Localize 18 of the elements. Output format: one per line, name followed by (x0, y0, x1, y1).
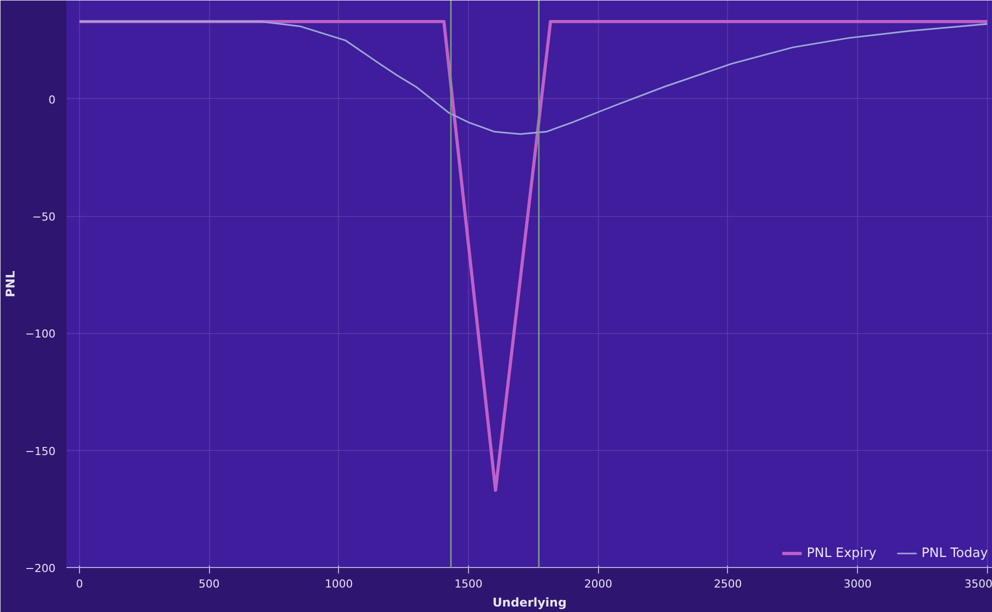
y-tick-label: −200 (25, 562, 56, 575)
x-tick-label: 2500 (714, 578, 742, 590)
y-tick-label: −50 (32, 210, 56, 224)
x-tick-label: 2000 (584, 578, 612, 590)
x-tick-label: 0 (76, 578, 83, 590)
y-axis-title: PNL (3, 270, 18, 298)
y-tick-label: −100 (25, 328, 56, 341)
x-tick-label: 1500 (454, 578, 483, 590)
x-tick-label: 3000 (844, 578, 872, 590)
x-tick-label: 1000 (324, 578, 353, 590)
x-axis-title: Underlying (492, 596, 567, 610)
legend-label: PNL Today (921, 546, 988, 560)
y-tick-label: −150 (25, 444, 56, 458)
legend-label: PNL Expiry (806, 546, 876, 560)
line-series (78, 20, 988, 135)
y-tick-label: 0 (48, 93, 56, 106)
x-tick-label: 500 (198, 578, 220, 590)
x-tick-label: 3500 (964, 578, 992, 590)
